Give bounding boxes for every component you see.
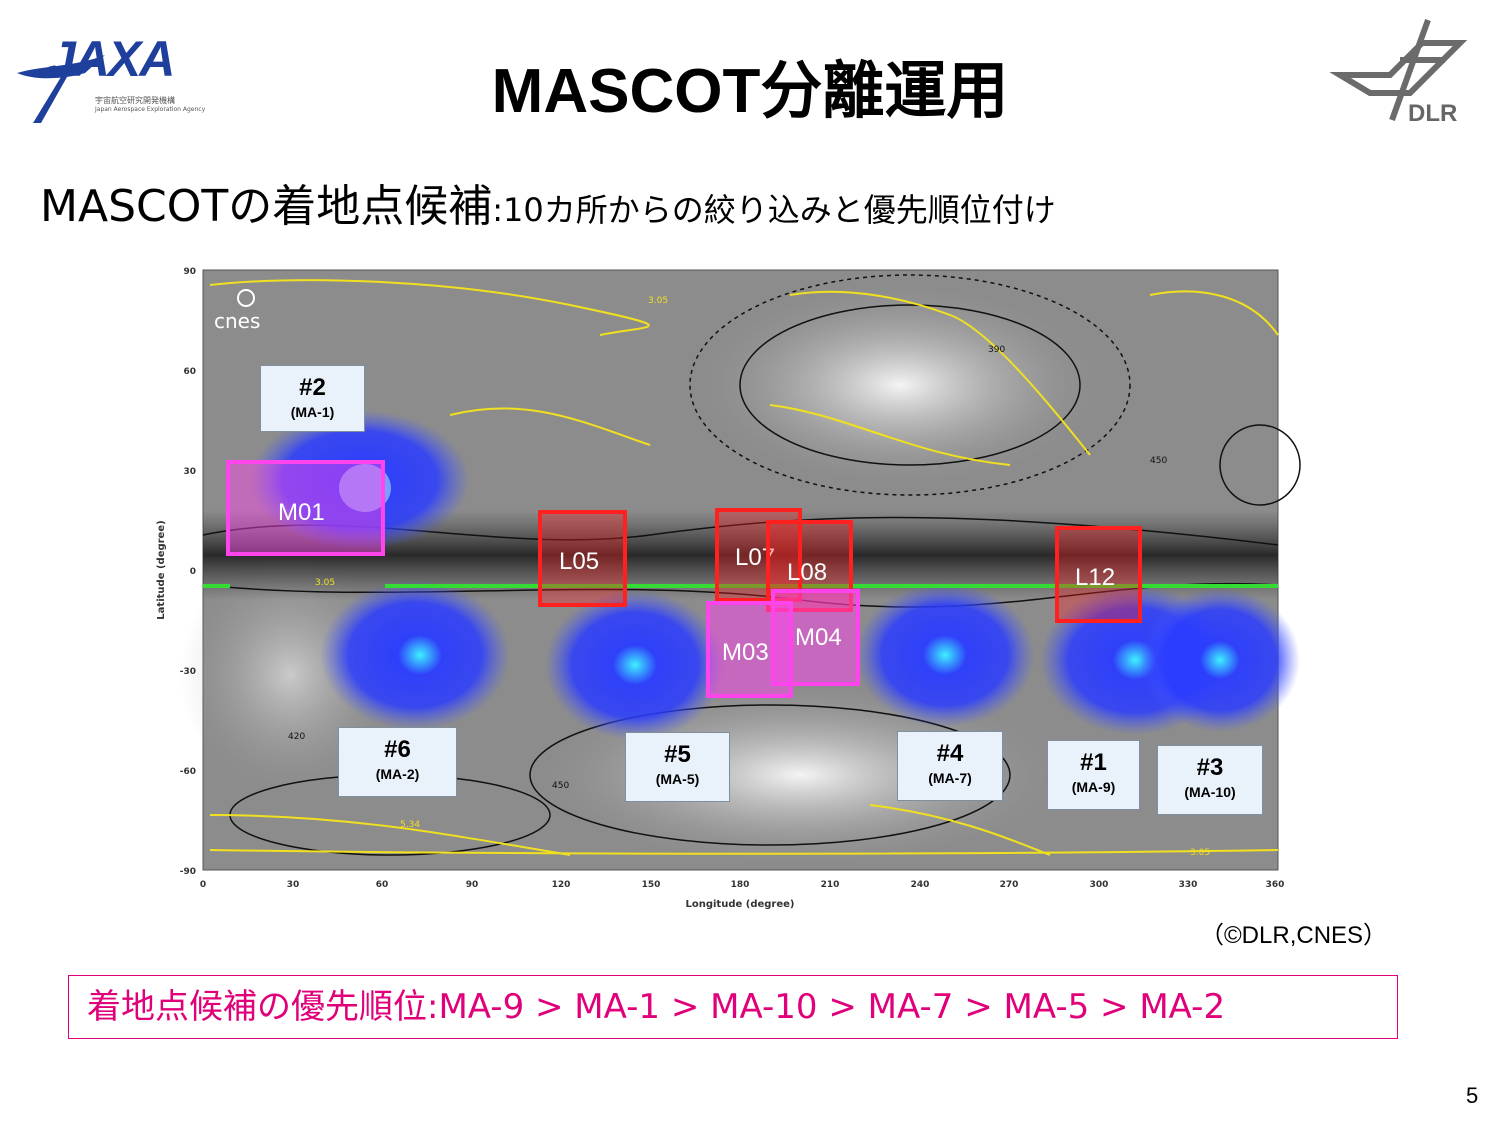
y-tick-label: 90 — [183, 267, 196, 277]
site-ma-label: (MA-5) — [655, 771, 700, 787]
jaxa-logo — [17, 55, 105, 123]
x-tick-label: 90 — [466, 880, 479, 890]
subtitle: MASCOTの着地点候補:10カ所からの絞り込みと優先順位付け — [40, 170, 1056, 234]
y-tick-label: 30 — [183, 467, 196, 477]
jaxa-name-en: Japan Aerospace Exploration Agency — [95, 106, 206, 113]
x-tick-label: 360 — [1266, 880, 1285, 890]
contour-label: 3.05 — [648, 296, 668, 306]
contour-label: 3.05 — [315, 578, 335, 588]
region-l07 — [715, 508, 802, 602]
x-tick-label: 150 — [642, 880, 661, 890]
region-l12 — [1055, 526, 1142, 623]
jaxa-name-ja: 宇宙航空研究開発機構 — [95, 96, 175, 105]
x-axis: 0 30 60 90 120 150 180 210 240 270 300 3… — [200, 880, 1285, 910]
site-number: #1 — [1080, 749, 1107, 776]
x-tick-label: 0 — [200, 880, 206, 890]
x-tick-label: 60 — [376, 880, 389, 890]
contour-label: 420 — [288, 732, 305, 742]
region-m04-label: M04 — [795, 624, 842, 651]
subtitle-main: MASCOTの着地点候補 — [40, 181, 493, 232]
x-tick-label: 210 — [821, 880, 840, 890]
site-ma-label: (MA-1) — [290, 404, 335, 420]
region-m01 — [226, 460, 385, 556]
bright-region-north — [700, 285, 1100, 485]
jaxa-logo-text: JAXA — [48, 31, 175, 87]
x-tick-label: 30 — [287, 880, 300, 890]
x-axis-label: Longitude (degree) — [685, 899, 794, 910]
contour-label: 450 — [552, 781, 569, 791]
region-m01-label: M01 — [278, 499, 325, 526]
subtitle-rest: :10カ所からの絞り込みと優先順位付け — [492, 191, 1056, 229]
y-axis: 90 60 30 0 -30 -60 -90 Latitude (degree) — [156, 267, 196, 877]
y-tick-label: 0 — [190, 567, 196, 577]
contour-label: 450 — [1150, 456, 1167, 466]
site-ma-label: (MA-10) — [1184, 784, 1236, 800]
site-ma-label: (MA-2) — [375, 766, 420, 782]
x-tick-label: 270 — [1000, 880, 1019, 890]
x-tick-label: 180 — [731, 880, 750, 890]
region-m03-label: M03 — [722, 639, 769, 666]
y-tick-label: -60 — [180, 767, 196, 777]
site-box-ma1: #2 (MA-1) — [260, 365, 365, 432]
y-tick-label: -90 — [180, 867, 196, 877]
contour-label: 390 — [988, 345, 1005, 355]
site-number: #2 — [299, 374, 326, 401]
dlr-logo — [1330, 18, 1468, 122]
contour-label: 3.05 — [1190, 848, 1210, 858]
y-axis-label: Latitude (degree) — [156, 520, 167, 619]
site-box-ma7: #4 (MA-7) — [897, 731, 1003, 801]
x-tick-label: 240 — [911, 880, 930, 890]
x-tick-label: 330 — [1179, 880, 1198, 890]
y-tick-label: -30 — [180, 667, 196, 677]
site-box-ma5: #5 (MA-5) — [625, 732, 730, 802]
page-title: MASCOT分離運用 — [491, 57, 1009, 126]
image-credit: （©DLR,CNES） — [1200, 922, 1388, 949]
site-number: #3 — [1196, 754, 1224, 781]
priority-ranking: 着地点候補の優先順位:MA-9 > MA-1 > MA-10 > MA-7 > … — [68, 975, 1398, 1039]
yellow-contours — [209, 279, 1279, 856]
site-box-ma2: #6 (MA-2) — [338, 727, 457, 797]
site-number: #5 — [664, 741, 691, 768]
region-m04 — [771, 589, 860, 686]
site-number: #6 — [384, 736, 411, 763]
dlr-logo-text: DLR — [1408, 100, 1458, 127]
site-number: #4 — [936, 740, 964, 767]
page-number: 5 — [1466, 1083, 1479, 1108]
x-tick-label: 300 — [1090, 880, 1109, 890]
region-l05-label: L05 — [559, 548, 599, 575]
site-box-ma10: #3 (MA-10) — [1157, 745, 1263, 815]
region-l08-label: L08 — [787, 559, 827, 586]
region-l05 — [538, 510, 627, 607]
site-ma-label: (MA-9) — [1071, 779, 1116, 795]
contour-label: 5.34 — [400, 820, 420, 830]
cnes-logo: cnes — [214, 289, 260, 333]
site-box-ma9: #1 (MA-9) — [1047, 740, 1140, 810]
site-ma-label: (MA-7) — [928, 770, 972, 786]
region-l12-label: L12 — [1075, 564, 1115, 591]
x-tick-label: 120 — [552, 880, 571, 890]
y-tick-label: 60 — [183, 367, 196, 377]
cnes-logo-text: cnes — [214, 309, 260, 333]
landing-site-map: 3.05 3.05 5.34 3.05 390 420 450 450 cnes… — [156, 267, 1301, 910]
